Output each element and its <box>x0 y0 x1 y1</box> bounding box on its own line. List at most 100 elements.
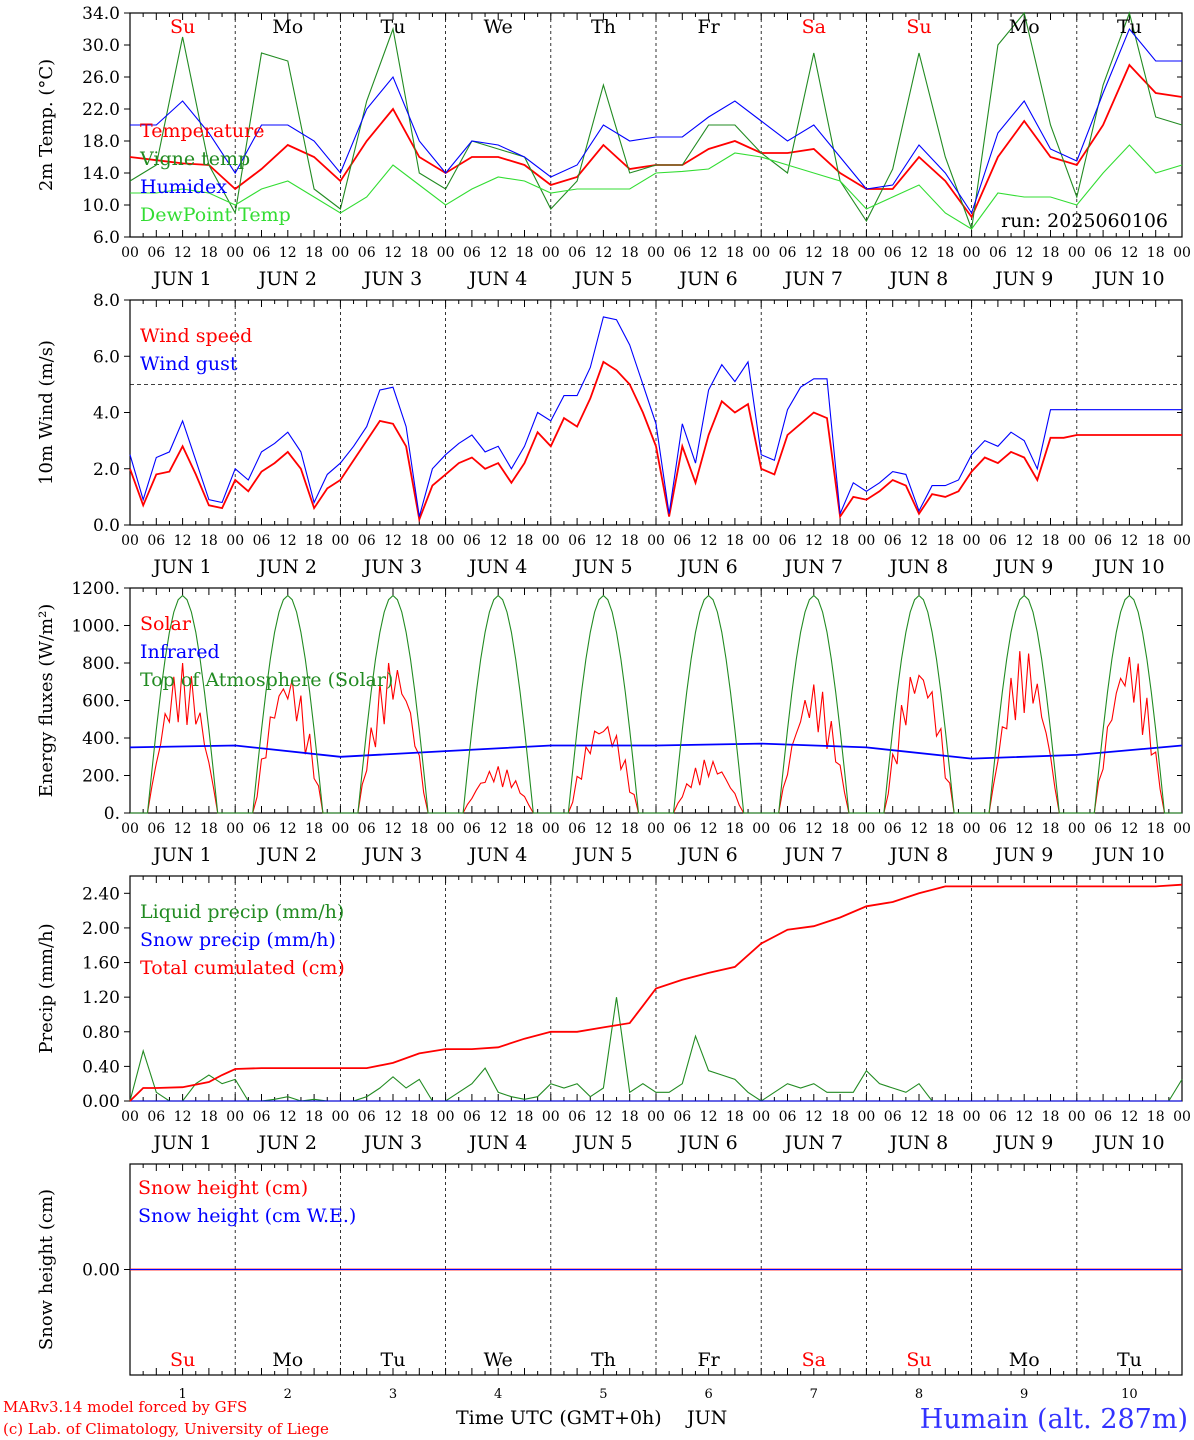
hour-tick-label: 18 <box>726 1109 744 1125</box>
panel-5: 0.00 Snow height (cm) Snow height (cm) Snow… <box>36 1163 1183 1376</box>
copyright-credit: (c) Lab. of Climatology, University of L… <box>3 1420 329 1438</box>
hour-tick-label: 18 <box>621 1109 639 1125</box>
hour-tick-label: 12 <box>594 1109 612 1125</box>
date-label: JUN 9 <box>993 556 1053 578</box>
y-tick-label: 0.00 <box>82 1092 120 1112</box>
y-tick-label: 2.40 <box>82 884 120 904</box>
hour-tick-label: 06 <box>884 245 902 261</box>
hour-tick-label: 06 <box>1094 821 1112 837</box>
weekday-label: Su <box>906 16 931 38</box>
hour-tick-label: 06 <box>568 245 586 261</box>
hour-tick-label: 18 <box>516 1109 534 1125</box>
y-tick-label: 8.0 <box>93 291 120 311</box>
hour-tick-label: 06 <box>1094 533 1112 549</box>
hour-tick-label: 06 <box>989 1109 1007 1125</box>
date-label: JUN 10 <box>1092 268 1164 290</box>
weekday-label: Fr <box>697 16 720 38</box>
x-axis-month: JUN <box>685 1407 727 1429</box>
hour-tick-label: 12 <box>594 821 612 837</box>
hour-tick-label: 00 <box>1173 1109 1191 1125</box>
hour-tick-label: 18 <box>936 1109 954 1125</box>
hour-tick-label: 12 <box>279 245 297 261</box>
date-label: JUN 10 <box>1092 1132 1164 1154</box>
weekday-label: Mo <box>272 16 303 38</box>
hour-tick-label: 00 <box>1068 821 1086 837</box>
hour-tick-label: 06 <box>568 1109 586 1125</box>
series-line-liquid-precip-mm-h- <box>129 997 1183 1102</box>
hour-tick-label: 18 <box>516 533 534 549</box>
hour-tick-label: 12 <box>174 1109 192 1125</box>
hour-tick-label: 18 <box>831 1109 849 1125</box>
hour-tick-label: 00 <box>752 821 770 837</box>
date-label: JUN 6 <box>677 1132 737 1154</box>
hour-tick-label: 00 <box>331 245 349 261</box>
hour-tick-label: 06 <box>253 821 271 837</box>
weekday-label: We <box>484 16 513 38</box>
date-label: JUN 8 <box>888 844 948 866</box>
panel-3: 0. 200. 400. 600. 800. 1000. 1200. Energy fluxe… <box>36 579 1191 866</box>
date-label: JUN 1 <box>151 268 211 290</box>
hour-tick-label: 12 <box>910 821 928 837</box>
series-line-dewpoint-temp <box>130 144 1183 230</box>
plot-frame <box>129 299 1183 526</box>
date-label: JUN 5 <box>572 844 632 866</box>
hour-tick-label: 18 <box>726 533 744 549</box>
y-tick-label: 6.0 <box>93 228 120 248</box>
hour-tick-label: 18 <box>410 245 428 261</box>
hour-tick-label: 00 <box>963 533 981 549</box>
hour-tick-label: 00 <box>963 245 981 261</box>
hour-tick-label: 06 <box>253 245 271 261</box>
hour-tick-label: 18 <box>1147 821 1165 837</box>
hour-tick-label: 18 <box>305 533 323 549</box>
hour-tick-label: 18 <box>1042 1109 1060 1125</box>
hour-tick-label: 06 <box>463 821 481 837</box>
hour-tick-label: 06 <box>463 245 481 261</box>
hour-tick-label: 00 <box>963 821 981 837</box>
hour-tick-label: 12 <box>1120 245 1138 261</box>
hour-tick-label: 00 <box>542 245 560 261</box>
legend-entry: Vigne temp <box>139 148 250 170</box>
y-tick-label: 4.0 <box>93 404 120 424</box>
hour-tick-label: 12 <box>910 1109 928 1125</box>
weekday-label: Su <box>906 1349 931 1371</box>
hour-tick-label: 12 <box>384 821 402 837</box>
date-label: JUN 1 <box>151 556 211 578</box>
hour-tick-label: 06 <box>358 533 376 549</box>
hour-tick-label: 12 <box>384 533 402 549</box>
hour-tick-label: 18 <box>516 821 534 837</box>
hour-tick-label: 12 <box>174 533 192 549</box>
weekday-label: Th <box>591 1349 616 1371</box>
hour-tick-label: 18 <box>1042 821 1060 837</box>
series-line-infrared <box>129 742 1183 760</box>
hour-tick-label: 12 <box>384 245 402 261</box>
hour-tick-label: 18 <box>936 533 954 549</box>
hour-tick-label: 12 <box>594 245 612 261</box>
hour-tick-label: 00 <box>647 1109 665 1125</box>
date-label: JUN 1 <box>151 1132 211 1154</box>
y-axis-title: 2m Temp. (°C) <box>36 59 57 191</box>
hour-tick-label: 06 <box>147 1109 165 1125</box>
hour-tick-label: 00 <box>752 245 770 261</box>
hour-tick-label: 12 <box>594 533 612 549</box>
hour-tick-label: 00 <box>1173 821 1191 837</box>
y-tick-label: 0.0 <box>93 516 120 536</box>
hour-tick-label: 18 <box>726 821 744 837</box>
hour-tick-label: 06 <box>463 1109 481 1125</box>
hour-tick-label: 12 <box>174 245 192 261</box>
date-label: JUN 8 <box>888 1132 948 1154</box>
hour-tick-label: 12 <box>489 245 507 261</box>
hour-tick-label: 00 <box>647 245 665 261</box>
date-label: JUN 1 <box>151 844 211 866</box>
y-tick-label: 0.40 <box>82 1057 120 1077</box>
y-axis-title: Snow height (cm) <box>36 1189 57 1350</box>
y-tick-label: 10.0 <box>82 196 120 216</box>
hour-tick-label: 18 <box>1042 245 1060 261</box>
hour-tick-label: 00 <box>857 533 875 549</box>
y-tick-label: 34.0 <box>82 4 120 24</box>
hour-tick-label: 18 <box>305 245 323 261</box>
hour-tick-label: 12 <box>489 533 507 549</box>
y-tick-label: 6.0 <box>93 347 120 367</box>
y-tick-label: 1.60 <box>82 954 120 974</box>
hour-tick-label: 00 <box>542 1109 560 1125</box>
date-label: JUN 3 <box>362 1132 422 1154</box>
